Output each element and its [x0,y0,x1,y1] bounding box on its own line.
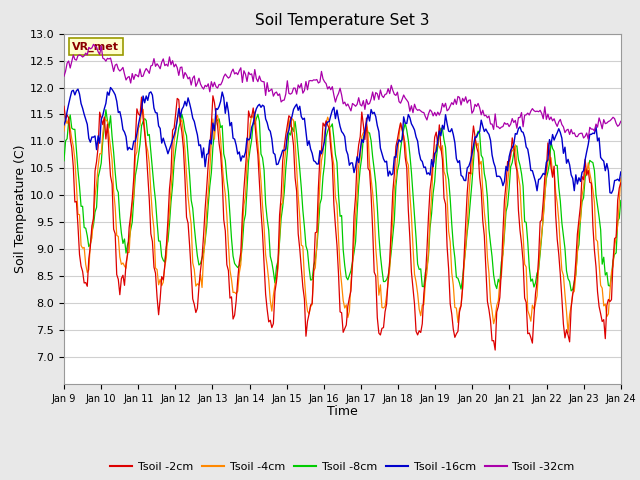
Y-axis label: Soil Temperature (C): Soil Temperature (C) [13,144,27,273]
Legend: Tsoil -2cm, Tsoil -4cm, Tsoil -8cm, Tsoil -16cm, Tsoil -32cm: Tsoil -2cm, Tsoil -4cm, Tsoil -8cm, Tsoi… [106,457,579,477]
Text: VR_met: VR_met [72,41,119,52]
X-axis label: Time: Time [327,405,358,418]
Title: Soil Temperature Set 3: Soil Temperature Set 3 [255,13,429,28]
